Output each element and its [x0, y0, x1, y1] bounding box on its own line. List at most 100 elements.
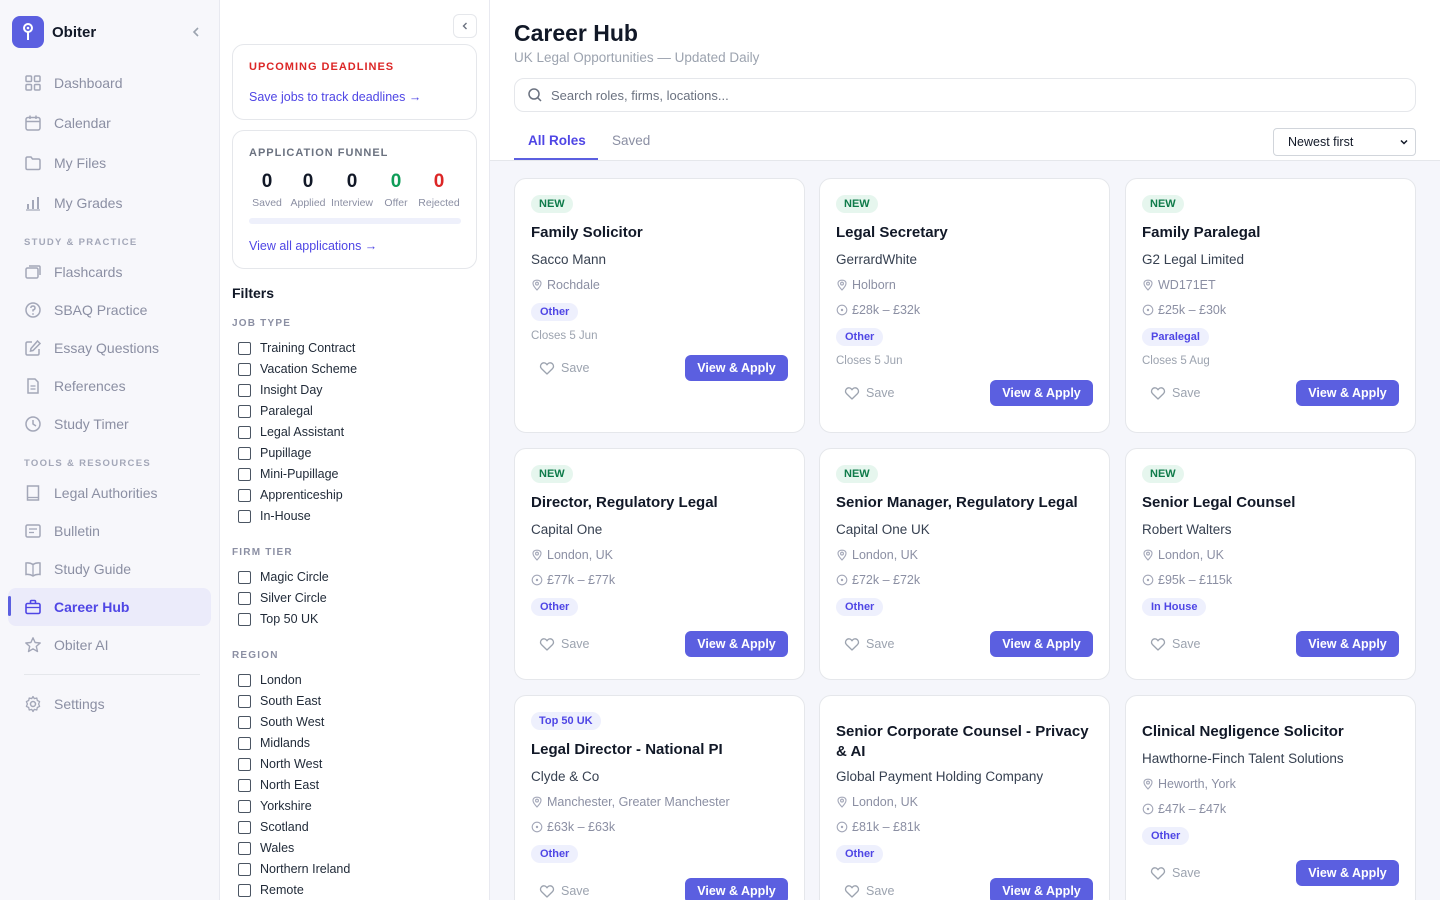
job-title[interactable]: Legal Secretary — [836, 224, 948, 241]
sidebar-item-flashcards[interactable]: Flashcards — [8, 253, 211, 291]
checkbox[interactable] — [238, 467, 251, 481]
filter-option-wales[interactable]: Wales — [238, 840, 294, 856]
checkbox[interactable] — [238, 694, 251, 708]
job-card[interactable]: NEW Senior Manager, Regulatory Legal Capit… — [819, 448, 1110, 680]
save-job-button[interactable]: Save — [844, 883, 895, 899]
sidebar-item-study-guide[interactable]: Study Guide — [8, 550, 211, 588]
job-title[interactable]: Family Paralegal — [1142, 224, 1261, 241]
checkbox[interactable] — [238, 820, 251, 834]
search-bar[interactable] — [514, 78, 1416, 112]
filter-option-northern-ireland[interactable]: Northern Ireland — [238, 861, 350, 877]
sidebar-item-study-timer[interactable]: Study Timer — [8, 405, 211, 443]
save-job-button[interactable]: Save — [539, 360, 590, 376]
filter-option-north-east[interactable]: North East — [238, 777, 319, 793]
checkbox[interactable] — [238, 612, 251, 626]
save-job-button[interactable]: Save — [539, 883, 590, 899]
job-card[interactable]: NEW Director, Regulatory Legal Capital One… — [514, 448, 805, 680]
sidebar-collapse-icon[interactable] — [188, 24, 204, 40]
view-apply-button[interactable]: View & Apply — [1296, 380, 1399, 406]
checkbox[interactable] — [238, 425, 251, 439]
checkbox[interactable] — [238, 778, 251, 792]
sidebar-item-legal-authorities[interactable]: Legal Authorities — [8, 474, 211, 512]
filter-option-mini-pupillage[interactable]: Mini-Pupillage — [238, 466, 339, 482]
checkbox[interactable] — [238, 404, 251, 418]
checkbox[interactable] — [238, 757, 251, 771]
filter-option-london[interactable]: London — [238, 672, 302, 688]
job-title[interactable]: Legal Director - National PI — [531, 741, 723, 758]
sidebar-item-career-hub[interactable]: Career Hub — [8, 588, 211, 626]
filter-option-scotland[interactable]: Scotland — [238, 819, 309, 835]
sidebar-item-references[interactable]: References — [8, 367, 211, 405]
brand[interactable]: Obiter — [12, 16, 96, 48]
job-title[interactable]: Family Solicitor — [531, 224, 643, 241]
panel-collapse-button[interactable] — [453, 14, 477, 38]
job-card[interactable]: NEW Legal Secretary GerrardWhite Holborn £28… — [819, 178, 1110, 433]
sidebar-item-obiter-ai[interactable]: Obiter AI — [8, 626, 211, 664]
view-apply-button[interactable]: View & Apply — [685, 631, 788, 657]
checkbox[interactable] — [238, 570, 251, 584]
view-apply-button[interactable]: View & Apply — [990, 631, 1093, 657]
filter-option-legal-assistant[interactable]: Legal Assistant — [238, 424, 344, 440]
save-job-button[interactable]: Save — [1150, 636, 1201, 652]
job-title[interactable]: Senior Corporate Counsel - Privacy & AI — [836, 723, 1089, 760]
job-card[interactable]: Senior Corporate Counsel - Privacy & AI G… — [819, 695, 1110, 900]
filter-option-top-50-uk[interactable]: Top 50 UK — [238, 611, 318, 627]
checkbox[interactable] — [238, 841, 251, 855]
sidebar-item-bulletin[interactable]: Bulletin — [8, 512, 211, 550]
checkbox[interactable] — [238, 883, 251, 897]
save-job-button[interactable]: Save — [844, 636, 895, 652]
checkbox[interactable] — [238, 715, 251, 729]
filter-option-remote[interactable]: Remote — [238, 882, 304, 898]
filter-option-paralegal[interactable]: Paralegal — [238, 403, 313, 419]
filter-option-in-house[interactable]: In-House — [238, 508, 311, 524]
view-apply-button[interactable]: View & Apply — [990, 380, 1093, 406]
view-apply-button[interactable]: View & Apply — [1296, 631, 1399, 657]
save-job-button[interactable]: Save — [1150, 385, 1201, 401]
filter-option-magic-circle[interactable]: Magic Circle — [238, 569, 329, 585]
filter-option-midlands[interactable]: Midlands — [238, 735, 310, 751]
sidebar-item-my-files[interactable]: My Files — [8, 144, 211, 182]
checkbox[interactable] — [238, 509, 251, 523]
view-apply-button[interactable]: View & Apply — [1296, 860, 1399, 886]
checkbox[interactable] — [238, 736, 251, 750]
sort-select[interactable]: Newest first — [1273, 128, 1416, 156]
job-card[interactable]: NEW Family Solicitor Sacco Mann Rochdale Oth… — [514, 178, 805, 433]
job-title[interactable]: Senior Manager, Regulatory Legal — [836, 494, 1078, 511]
checkbox[interactable] — [238, 341, 251, 355]
checkbox[interactable] — [238, 446, 251, 460]
filter-option-training-contract[interactable]: Training Contract — [238, 340, 355, 356]
job-title[interactable]: Director, Regulatory Legal — [531, 494, 718, 511]
checkbox[interactable] — [238, 383, 251, 397]
filter-option-silver-circle[interactable]: Silver Circle — [238, 590, 327, 606]
view-apply-button[interactable]: View & Apply — [685, 355, 788, 381]
job-title[interactable]: Senior Legal Counsel — [1142, 494, 1296, 511]
job-card[interactable]: Top 50 UK Legal Director - National PI Cly… — [514, 695, 805, 900]
view-apply-button[interactable]: View & Apply — [685, 878, 788, 900]
save-job-button[interactable]: Save — [844, 385, 895, 401]
checkbox[interactable] — [238, 799, 251, 813]
search-input[interactable] — [551, 87, 1351, 103]
filter-option-apprenticeship[interactable]: Apprenticeship — [238, 487, 343, 503]
sidebar-item-my-grades[interactable]: My Grades — [8, 184, 211, 222]
job-title[interactable]: Clinical Negligence Solicitor — [1142, 723, 1344, 740]
job-card[interactable]: NEW Family Paralegal G2 Legal Limited WD171… — [1125, 178, 1416, 433]
filter-option-yorkshire[interactable]: Yorkshire — [238, 798, 312, 814]
view-all-applications-link[interactable]: View all applications → — [249, 239, 378, 253]
filter-option-insight-day[interactable]: Insight Day — [238, 382, 323, 398]
tab-saved[interactable]: Saved — [612, 133, 651, 148]
checkbox[interactable] — [238, 362, 251, 376]
job-card[interactable]: Clinical Negligence Solicitor Hawthorne-F… — [1125, 695, 1416, 900]
sidebar-item-settings[interactable]: Settings — [8, 685, 211, 723]
filter-option-north-west[interactable]: North West — [238, 756, 322, 772]
track-deadlines-link[interactable]: Save jobs to track deadlines → — [249, 90, 422, 104]
sidebar-item-dashboard[interactable]: Dashboard — [8, 64, 211, 102]
checkbox[interactable] — [238, 591, 251, 605]
job-card[interactable]: NEW Senior Legal Counsel Robert Walters Lon… — [1125, 448, 1416, 680]
sidebar-item-sbaq-practice[interactable]: SBAQ Practice — [8, 291, 211, 329]
filter-option-pupillage[interactable]: Pupillage — [238, 445, 311, 461]
sidebar-item-calendar[interactable]: Calendar — [8, 104, 211, 142]
view-apply-button[interactable]: View & Apply — [990, 878, 1093, 900]
tab-all-roles[interactable]: All Roles — [528, 133, 586, 148]
save-job-button[interactable]: Save — [539, 636, 590, 652]
save-job-button[interactable]: Save — [1150, 865, 1201, 881]
